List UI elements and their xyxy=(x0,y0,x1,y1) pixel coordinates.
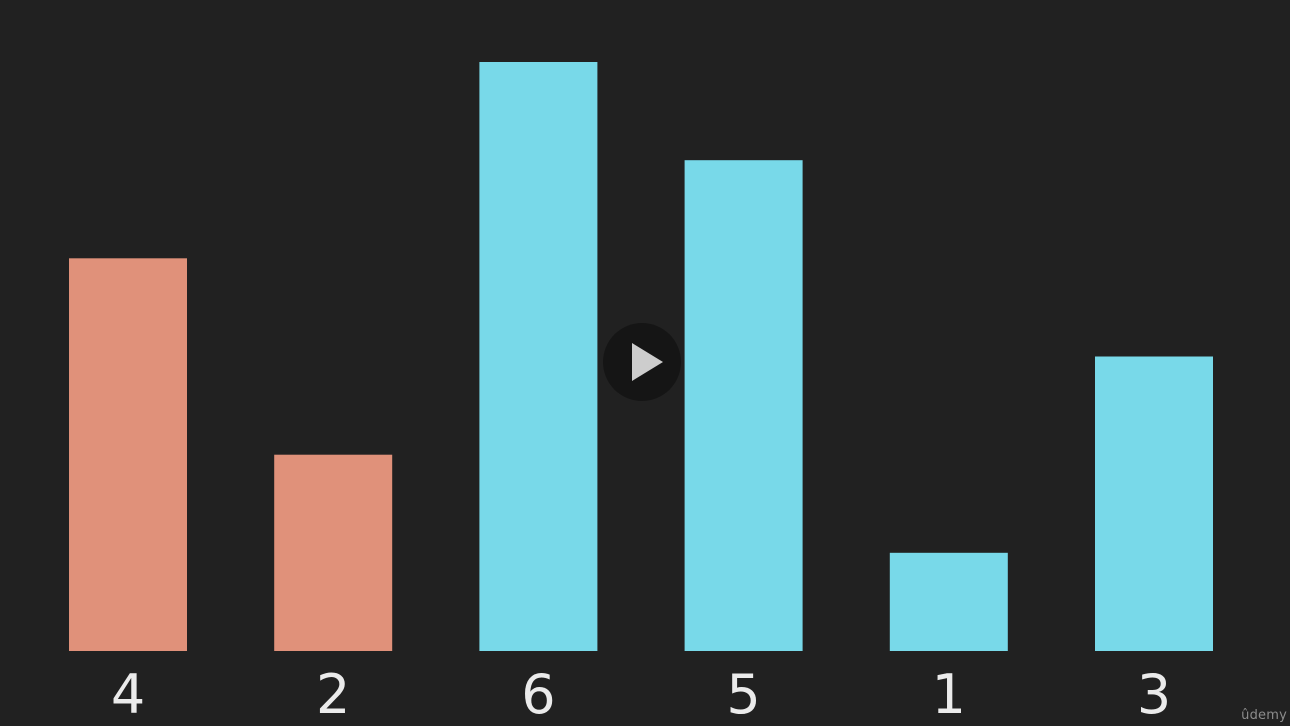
play-icon xyxy=(632,343,663,381)
bar-2 xyxy=(274,454,393,651)
bar-3 xyxy=(1095,356,1213,651)
bar-5 xyxy=(684,160,803,651)
play-button[interactable] xyxy=(603,323,681,401)
bar-1 xyxy=(889,552,1008,651)
bar-label-5: 5 xyxy=(726,663,760,726)
bar-4 xyxy=(69,258,187,651)
bar-label-4: 4 xyxy=(111,663,145,726)
bar-6 xyxy=(479,62,598,651)
bar-label-1: 1 xyxy=(932,663,966,726)
udemy-watermark: ûdemy xyxy=(1241,708,1287,723)
bar-labels-group: 4 2 6 5 1 3 xyxy=(111,663,1171,726)
bar-label-2: 2 xyxy=(316,663,350,726)
bar-label-6: 6 xyxy=(521,663,555,726)
bar-label-3: 3 xyxy=(1137,663,1171,726)
bars-group xyxy=(69,62,1213,651)
